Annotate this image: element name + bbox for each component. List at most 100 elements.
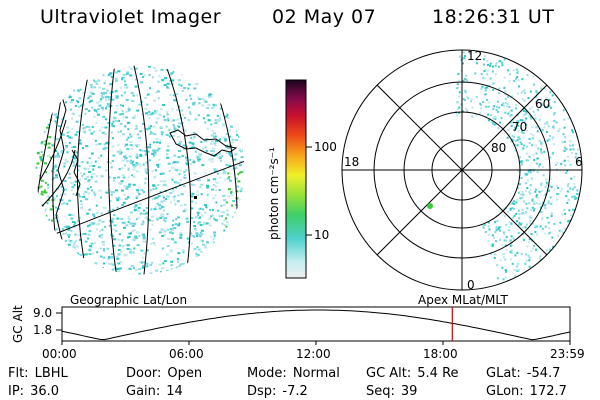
emission-pixel bbox=[196, 222, 199, 225]
emission-pixel bbox=[547, 125, 550, 128]
emission-pixel bbox=[521, 196, 524, 199]
emission-pixel bbox=[157, 147, 161, 150]
emission-pixel bbox=[527, 114, 530, 117]
emission-pixel bbox=[487, 69, 490, 72]
emission-pixel bbox=[78, 97, 82, 100]
emission-pixel bbox=[138, 234, 141, 237]
emission-pixel bbox=[121, 78, 123, 81]
emission-pixel bbox=[231, 194, 234, 196]
emission-pixel bbox=[57, 152, 59, 155]
emission-pixel bbox=[131, 230, 135, 232]
emission-pixel bbox=[508, 221, 511, 224]
emission-pixel bbox=[475, 114, 478, 117]
emission-pixel bbox=[531, 106, 534, 109]
emission-pixel bbox=[212, 103, 215, 106]
emission-pixel bbox=[171, 108, 174, 111]
emission-pixel bbox=[504, 276, 507, 279]
emission-pixel bbox=[209, 209, 212, 211]
emission-pixel bbox=[553, 127, 555, 130]
emission-pixel bbox=[181, 248, 185, 251]
emission-pixel bbox=[84, 232, 87, 235]
emission-pixel bbox=[167, 145, 170, 148]
emission-pixel bbox=[486, 86, 489, 89]
emission-pixel bbox=[169, 228, 172, 230]
emission-pixel bbox=[159, 180, 163, 183]
emission-pixel bbox=[230, 155, 234, 158]
emission-pixel bbox=[125, 185, 128, 188]
emission-pixel bbox=[107, 98, 111, 101]
emission-pixel bbox=[69, 94, 72, 97]
emission-pixel bbox=[117, 269, 121, 272]
emission-pixel bbox=[126, 160, 129, 163]
emission-pixel bbox=[545, 181, 548, 184]
emission-pixel bbox=[496, 100, 499, 103]
emission-pixel bbox=[176, 118, 180, 121]
emission-pixel bbox=[142, 233, 146, 236]
emission-pixel bbox=[122, 104, 124, 107]
emission-pixel bbox=[126, 244, 130, 247]
emission-pixel bbox=[211, 153, 214, 156]
emission-pixel bbox=[518, 268, 520, 271]
emission-pixel bbox=[190, 183, 194, 186]
emission-pixel bbox=[132, 251, 135, 254]
emission-pixel bbox=[155, 187, 158, 190]
emission-pixel bbox=[149, 263, 153, 266]
emission-pixel bbox=[552, 113, 555, 116]
emission-pixel bbox=[535, 162, 538, 165]
emission-pixel bbox=[53, 171, 56, 174]
emission-pixel bbox=[75, 151, 79, 154]
emission-pixel bbox=[537, 202, 540, 205]
emission-pixel bbox=[151, 237, 154, 240]
emission-pixel bbox=[185, 159, 189, 162]
polar-label-left: 18 bbox=[344, 155, 359, 169]
emission-pixel bbox=[486, 73, 489, 76]
emission-pixel bbox=[98, 129, 102, 132]
emission-pixel bbox=[545, 178, 548, 181]
emission-pixel bbox=[74, 180, 78, 183]
emission-pixel bbox=[70, 241, 73, 243]
emission-pixel bbox=[484, 93, 487, 96]
emission-pixel bbox=[121, 221, 125, 224]
emission-pixel bbox=[56, 214, 58, 217]
emission-pixel bbox=[517, 231, 520, 234]
emission-pixel bbox=[204, 172, 207, 175]
time-tick-0600: 06:00 bbox=[169, 347, 204, 361]
info-ip: IP: 36.0 bbox=[8, 384, 60, 399]
emission-pixel bbox=[145, 172, 148, 175]
polar-label-80: 80 bbox=[491, 141, 506, 155]
emission-pixel bbox=[187, 119, 190, 121]
emission-pixel bbox=[205, 244, 207, 247]
emission-pixel bbox=[541, 166, 544, 168]
emission-pixel bbox=[46, 154, 50, 157]
emission-pixel bbox=[503, 76, 506, 79]
emission-pixel bbox=[198, 235, 202, 238]
emission-pixel bbox=[142, 240, 146, 243]
emission-pixel bbox=[547, 221, 550, 224]
emission-pixel bbox=[201, 164, 205, 167]
emission-pixel bbox=[68, 142, 71, 144]
emission-pixel bbox=[137, 133, 140, 136]
emission-pixel bbox=[170, 238, 174, 240]
emission-pixel bbox=[116, 268, 120, 270]
emission-pixel bbox=[68, 130, 71, 133]
emission-pixel bbox=[40, 192, 43, 195]
emission-pixel bbox=[172, 70, 175, 73]
emission-pixel bbox=[174, 203, 177, 206]
emission-pixel bbox=[208, 224, 212, 227]
emission-pixel bbox=[504, 215, 507, 218]
emission-pixel bbox=[223, 138, 227, 141]
emission-pixel bbox=[238, 164, 242, 167]
emission-pixel bbox=[211, 129, 214, 132]
emission-pixel bbox=[103, 262, 105, 265]
emission-pixel bbox=[521, 226, 524, 229]
emission-pixel bbox=[83, 172, 86, 175]
emission-pixel bbox=[495, 240, 497, 243]
emission-pixel bbox=[176, 181, 180, 184]
emission-pixel bbox=[127, 217, 130, 220]
emission-pixel bbox=[51, 170, 54, 173]
emission-pixel bbox=[70, 217, 74, 220]
emission-pixel bbox=[201, 104, 204, 107]
emission-pixel bbox=[111, 208, 115, 211]
emission-pixel bbox=[479, 107, 482, 110]
emission-pixel bbox=[203, 246, 207, 249]
